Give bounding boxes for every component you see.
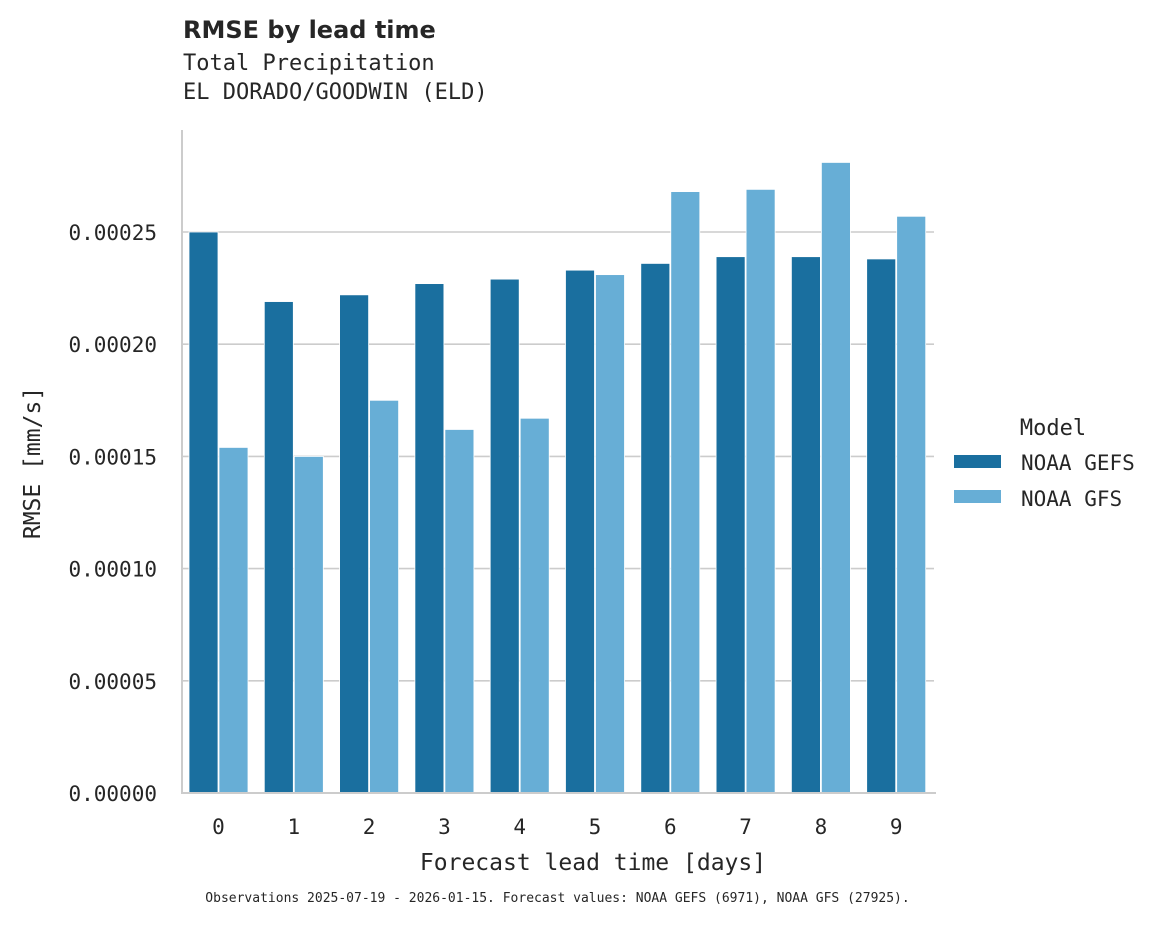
bar-noaa-gfs-day-3 <box>444 429 475 794</box>
x-tick-label: 7 <box>739 815 752 839</box>
bar-noaa-gfs-day-2 <box>369 399 400 794</box>
x-tick-label: 4 <box>513 815 526 839</box>
x-tick-label: 2 <box>363 815 376 839</box>
bar-noaa-gfs-day-4 <box>519 417 550 794</box>
legend-swatch-gfs <box>954 490 1001 503</box>
bar-noaa-gefs-day-2 <box>339 294 370 794</box>
x-tick-label: 5 <box>589 815 602 839</box>
legend-label-gfs: NOAA GFS <box>1021 487 1122 511</box>
bar-noaa-gefs-day-4 <box>489 278 520 794</box>
bar-noaa-gfs-day-0 <box>218 447 249 794</box>
x-tick-label: 3 <box>438 815 451 839</box>
bar-noaa-gefs-day-3 <box>414 283 445 794</box>
bar-noaa-gfs-day-1 <box>293 455 324 794</box>
y-tick-label: 0.00000 <box>68 782 157 806</box>
x-tick-label: 6 <box>664 815 677 839</box>
legend-label-gefs: NOAA GEFS <box>1021 451 1135 475</box>
bar-noaa-gefs-day-6 <box>640 263 671 794</box>
chart-title: RMSE by lead time <box>183 16 436 44</box>
legend-title: Model <box>1020 416 1086 441</box>
y-tick-label: 0.00015 <box>68 445 157 469</box>
legend-swatch-gefs <box>954 455 1001 468</box>
bar-noaa-gefs-day-5 <box>565 269 595 794</box>
bar-noaa-gfs-day-6 <box>670 191 701 794</box>
x-tick-label: 9 <box>890 815 903 839</box>
bar-noaa-gfs-day-7 <box>745 188 776 794</box>
axes <box>181 130 936 794</box>
bar-noaa-gefs-day-1 <box>263 301 294 794</box>
x-tick-labels: 0 1 2 3 4 5 6 7 8 9 <box>212 815 902 839</box>
x-tick-label: 0 <box>212 815 225 839</box>
bars <box>188 162 927 794</box>
y-tick-label: 0.00020 <box>68 333 157 357</box>
bar-noaa-gfs-day-8 <box>821 162 851 794</box>
y-tick-label: 0.00010 <box>68 558 157 582</box>
bar-noaa-gefs-day-7 <box>715 256 746 794</box>
x-tick-label: 8 <box>815 815 828 839</box>
y-tick-label: 0.00005 <box>68 670 157 694</box>
bar-noaa-gefs-day-9 <box>866 258 897 794</box>
bar-noaa-gefs-day-8 <box>791 256 821 794</box>
x-axis-label: Forecast lead time [days] <box>420 850 766 876</box>
bar-noaa-gfs-day-9 <box>896 215 927 794</box>
chart-subtitle-station: EL DORADO/GOODWIN (ELD) <box>183 80 488 105</box>
x-tick-label: 1 <box>287 815 300 839</box>
y-tick-labels: 0.00000 0.00005 0.00010 0.00015 0.00020 0.000… <box>68 221 157 806</box>
legend: Model NOAA GEFS NOAA GFS <box>954 416 1135 511</box>
bar-noaa-gefs-day-0 <box>188 231 219 794</box>
y-axis-label: RMSE [mm/s] <box>20 387 46 539</box>
chart-caption: Observations 2025-07-19 - 2026-01-15. Fo… <box>205 891 910 906</box>
chart-subtitle-variable: Total Precipitation <box>183 51 435 76</box>
y-tick-label: 0.00025 <box>68 221 157 245</box>
bar-noaa-gfs-day-5 <box>595 274 625 794</box>
